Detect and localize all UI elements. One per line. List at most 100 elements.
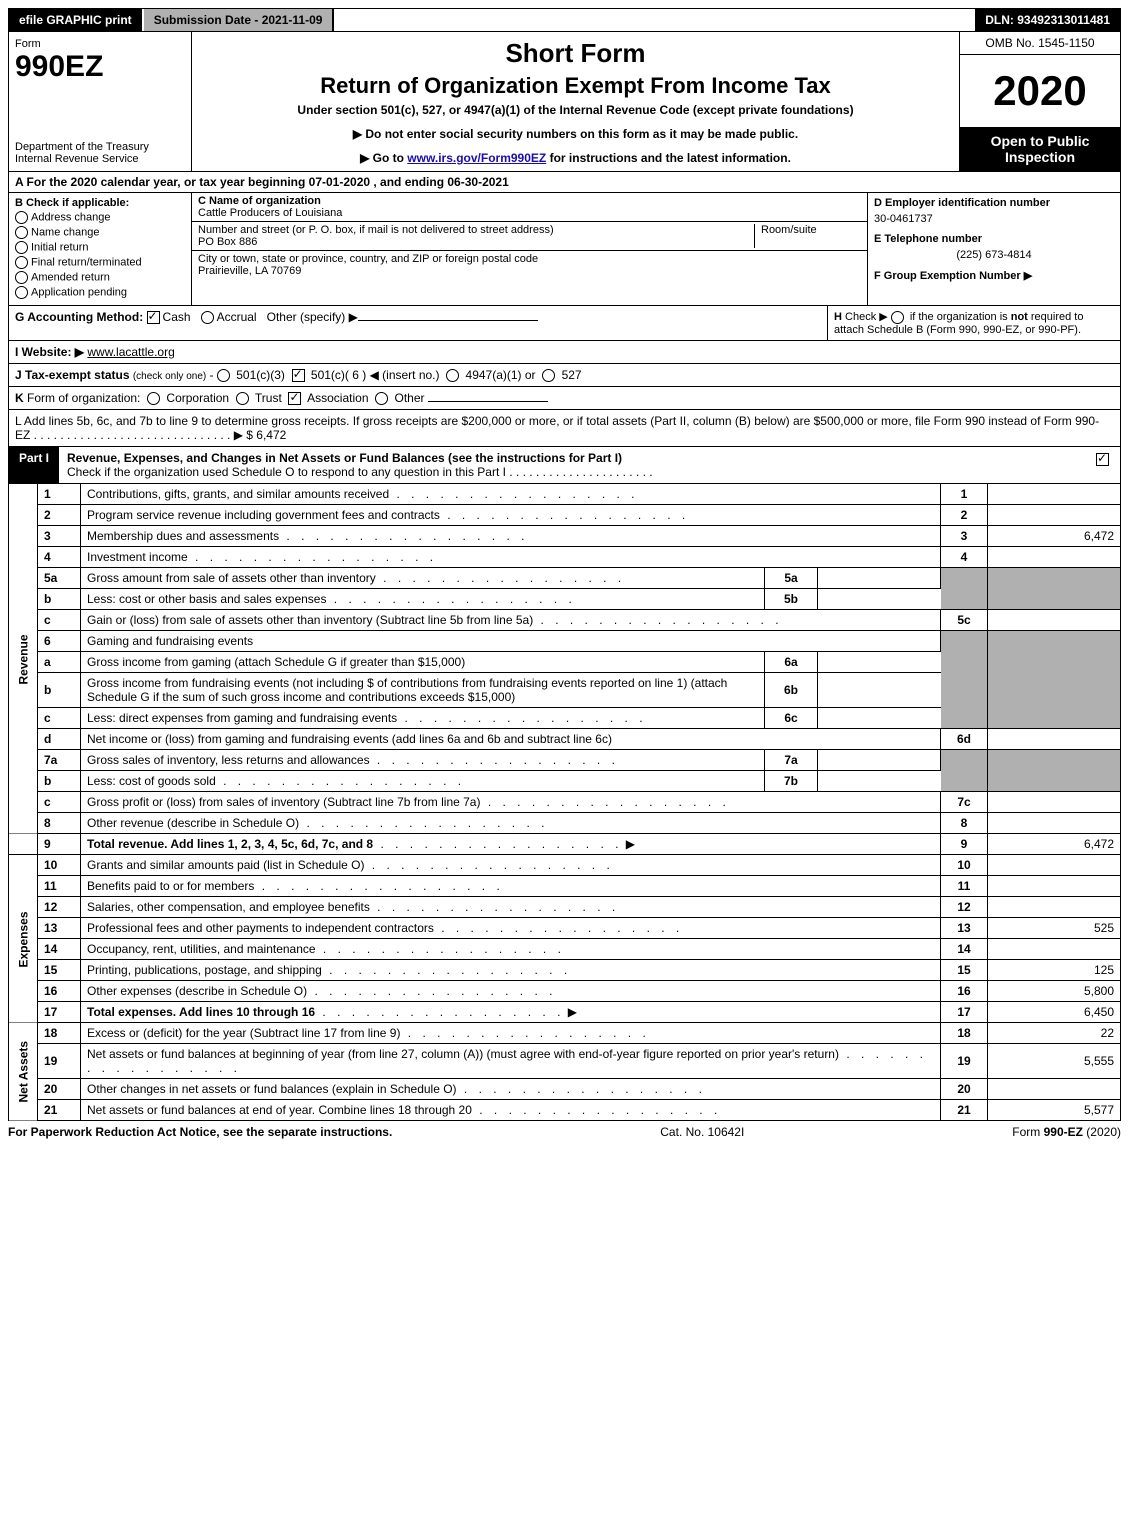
- line-15-desc: Printing, publications, postage, and shi…: [87, 963, 571, 977]
- form-subtitle: Under section 501(c), 527, or 4947(a)(1)…: [198, 103, 953, 117]
- line-6b-desc: Gross income from fundraising events (no…: [81, 673, 765, 708]
- note2-post: for instructions and the latest informat…: [546, 151, 791, 165]
- line-4-no: 4: [941, 547, 988, 568]
- line-13-amt: 525: [988, 918, 1121, 939]
- line-7c-no: 7c: [941, 792, 988, 813]
- page-footer: For Paperwork Reduction Act Notice, see …: [8, 1121, 1121, 1143]
- part1-label: Part I: [9, 447, 59, 483]
- line-6c-val: [818, 708, 941, 729]
- chk-final-return[interactable]: Final return/terminated: [15, 256, 185, 269]
- line-20-no: 20: [941, 1079, 988, 1100]
- efile-print-button[interactable]: efile GRAPHIC print: [9, 9, 144, 31]
- line-21-desc: Net assets or fund balances at end of ye…: [87, 1103, 721, 1117]
- line-11-desc: Benefits paid to or for members: [87, 879, 504, 893]
- line-6a-val: [818, 652, 941, 673]
- line-21-amt: 5,577: [988, 1100, 1121, 1121]
- part1-checkbox[interactable]: [1088, 447, 1120, 483]
- line-16-no: 16: [941, 981, 988, 1002]
- line-7a-val: [818, 750, 941, 771]
- line-7c-desc: Gross profit or (loss) from sales of inv…: [87, 795, 730, 809]
- b-label: B Check if applicable:: [15, 197, 185, 209]
- line-5a-desc: Gross amount from sale of assets other t…: [87, 571, 625, 585]
- line-3-no: 3: [941, 526, 988, 547]
- expenses-side-label: Expenses: [9, 855, 38, 1023]
- chk-501c3[interactable]: [217, 369, 230, 382]
- line-6a-desc: Gross income from gaming (attach Schedul…: [81, 652, 765, 673]
- row-k-org-form: K Form of organization: Corporation Trus…: [8, 387, 1121, 410]
- line-17-amt: 6,450: [988, 1002, 1121, 1023]
- line-1-no: 1: [941, 484, 988, 505]
- chk-name-change[interactable]: Name change: [15, 226, 185, 239]
- line-18-desc: Excess or (deficit) for the year (Subtra…: [87, 1026, 650, 1040]
- submission-date: Submission Date - 2021-11-09: [144, 9, 335, 31]
- form-header-center: Short Form Return of Organization Exempt…: [192, 32, 959, 171]
- g-label: G Accounting Method:: [15, 310, 143, 324]
- chk-address-change[interactable]: Address change: [15, 211, 185, 224]
- chk-trust[interactable]: [236, 392, 249, 405]
- line-1-num: 1: [38, 484, 81, 505]
- line-15-no: 15: [941, 960, 988, 981]
- chk-4947[interactable]: [446, 369, 459, 382]
- col-d-ein: D Employer identification number 30-0461…: [867, 193, 1120, 305]
- chk-amended-return[interactable]: Amended return: [15, 271, 185, 284]
- form-title: Return of Organization Exempt From Incom…: [198, 73, 953, 99]
- line-5c-desc: Gain or (loss) from sale of assets other…: [87, 613, 783, 627]
- room-suite-label: Room/suite: [754, 224, 861, 248]
- line-5c-no: 5c: [941, 610, 988, 631]
- line-11-no: 11: [941, 876, 988, 897]
- chk-initial-return-label: Initial return: [31, 241, 88, 253]
- open-to-public: Open to Public Inspection: [960, 127, 1120, 171]
- line-16-amt: 5,800: [988, 981, 1121, 1002]
- line-19-no: 19: [941, 1044, 988, 1079]
- chk-amended-return-label: Amended return: [31, 271, 110, 283]
- row-a-tax-year: A For the 2020 calendar year, or tax yea…: [8, 172, 1121, 193]
- line-5b-val: [818, 589, 941, 610]
- line-14-desc: Occupancy, rent, utilities, and maintena…: [87, 942, 565, 956]
- line-8-no: 8: [941, 813, 988, 834]
- chk-accrual[interactable]: [201, 311, 214, 324]
- irs-link[interactable]: www.irs.gov/Form990EZ: [407, 151, 546, 165]
- line-7a-desc: Gross sales of inventory, less returns a…: [87, 753, 619, 767]
- chk-corp[interactable]: [147, 392, 160, 405]
- org-city: Prairieville, LA 70769: [198, 265, 861, 277]
- org-city-row: City or town, state or province, country…: [192, 251, 867, 279]
- chk-527[interactable]: [542, 369, 555, 382]
- revenue-table: Revenue 1 Contributions, gifts, grants, …: [8, 484, 1121, 855]
- org-addr-row: Number and street (or P. O. box, if mail…: [192, 222, 867, 251]
- g-accrual: Accrual: [217, 310, 257, 324]
- top-bar: efile GRAPHIC print Submission Date - 20…: [8, 8, 1121, 32]
- form-header: Form 990EZ Department of the Treasury In…: [8, 32, 1121, 172]
- chk-address-change-label: Address change: [31, 211, 111, 223]
- chk-cash[interactable]: [147, 311, 160, 324]
- row-i-website: I Website: ▶ www.lacattle.org: [8, 341, 1121, 364]
- line-10-amt: [988, 855, 1121, 876]
- line-18-amt: 22: [988, 1023, 1121, 1044]
- addr-label: Number and street (or P. O. box, if mail…: [198, 224, 754, 236]
- line-8-desc: Other revenue (describe in Schedule O): [87, 816, 548, 830]
- note2-pre: ▶ Go to: [360, 151, 407, 165]
- line-12-no: 12: [941, 897, 988, 918]
- line-17-desc: Total expenses. Add lines 10 through 16: [87, 1005, 315, 1019]
- website-url[interactable]: www.lacattle.org: [87, 345, 174, 359]
- g-cash: Cash: [163, 310, 191, 324]
- form-header-right: OMB No. 1545-1150 2020 Open to Public In…: [959, 32, 1120, 171]
- footer-center: Cat. No. 10642I: [660, 1125, 744, 1139]
- chk-application-pending[interactable]: Application pending: [15, 286, 185, 299]
- line-4-amt: [988, 547, 1121, 568]
- chk-final-return-label: Final return/terminated: [31, 256, 142, 268]
- chk-initial-return[interactable]: Initial return: [15, 241, 185, 254]
- d-ein-label: D Employer identification number: [874, 197, 1114, 209]
- line-7a-sub: 7a: [765, 750, 818, 771]
- line-8-amt: [988, 813, 1121, 834]
- line-2-no: 2: [941, 505, 988, 526]
- org-name: Cattle Producers of Louisiana: [198, 207, 861, 219]
- top-bar-spacer: [334, 9, 975, 31]
- tax-year: 2020: [960, 55, 1120, 127]
- chk-other-org[interactable]: [375, 392, 388, 405]
- line-10-no: 10: [941, 855, 988, 876]
- chk-assoc[interactable]: [288, 392, 301, 405]
- g-other: Other (specify) ▶: [267, 310, 358, 324]
- chk-h[interactable]: [891, 311, 904, 324]
- l-text: L Add lines 5b, 6c, and 7b to line 9 to …: [15, 414, 1099, 442]
- chk-501c[interactable]: [292, 369, 305, 382]
